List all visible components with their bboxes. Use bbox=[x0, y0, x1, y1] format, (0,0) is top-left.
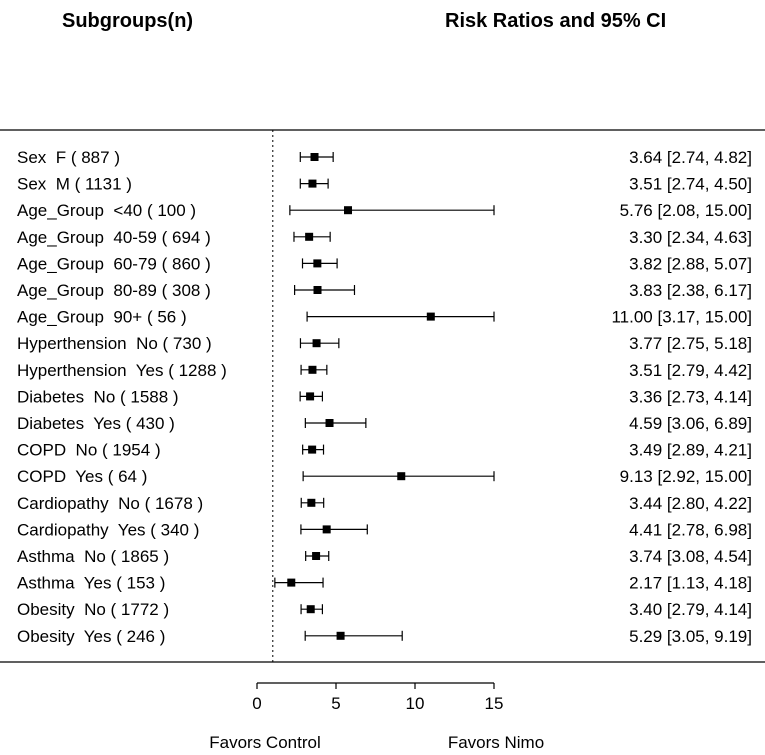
subgroup-label: Hyperthension No ( 730 ) bbox=[17, 334, 212, 353]
forest-row: Cardiopathy No ( 1678 ) 3.44 [2.80, 4.22] bbox=[17, 494, 752, 513]
point-estimate bbox=[325, 419, 334, 427]
estimate-text: 5.29 [3.05, 9.19] bbox=[629, 627, 752, 646]
subgroup-label: Asthma Yes ( 153 ) bbox=[17, 574, 165, 593]
subgroup-label: Obesity No ( 1772 ) bbox=[17, 600, 169, 619]
forest-row: COPD No ( 1954 ) 3.49 [2.89, 4.21] bbox=[17, 441, 752, 460]
forest-row: Diabetes No ( 1588 ) 3.36 [2.73, 4.14] bbox=[17, 387, 752, 406]
forest-row: Age_Group 90+ ( 56 ) 11.00 [3.17, 15.00] bbox=[17, 308, 752, 327]
estimate-text: 3.64 [2.74, 4.82] bbox=[629, 148, 752, 167]
point-estimate bbox=[306, 605, 315, 614]
x-tick-label: 10 bbox=[406, 694, 425, 713]
estimate-text: 4.41 [2.78, 6.98] bbox=[629, 520, 752, 539]
forest-row: Diabetes Yes ( 430 ) 4.59 [3.06, 6.89] bbox=[17, 414, 752, 433]
subgroup-label: Diabetes Yes ( 430 ) bbox=[17, 414, 175, 433]
subgroup-label: Diabetes No ( 1588 ) bbox=[17, 387, 179, 406]
estimate-text: 3.36 [2.73, 4.14] bbox=[629, 387, 752, 406]
forest-row: Age_Group <40 ( 100 ) 5.76 [2.08, 15.00] bbox=[17, 201, 752, 220]
x-tick-label: 0 bbox=[252, 694, 261, 713]
forest-row: Obesity Yes ( 246 ) 5.29 [3.05, 9.19] bbox=[17, 627, 752, 646]
point-estimate bbox=[313, 286, 322, 294]
estimate-text: 3.82 [2.88, 5.07] bbox=[629, 254, 752, 273]
subgroup-label: Age_Group 60-79 ( 860 ) bbox=[17, 254, 211, 273]
subgroup-label: Age_Group 40-59 ( 694 ) bbox=[17, 228, 211, 247]
estimate-text: 3.40 [2.79, 4.14] bbox=[629, 600, 752, 619]
forest-row: Asthma No ( 1865 ) 3.74 [3.08, 4.54] bbox=[17, 547, 752, 566]
risk-ratio-header: Risk Ratios and 95% CI bbox=[445, 10, 666, 32]
forest-row: Age_Group 40-59 ( 694 ) 3.30 [2.34, 4.63] bbox=[17, 228, 752, 247]
point-estimate bbox=[287, 578, 296, 587]
point-estimate bbox=[312, 552, 321, 560]
subgroup-label: Sex F ( 887 ) bbox=[17, 148, 120, 167]
subgroup-label: Cardiopathy Yes ( 340 ) bbox=[17, 520, 199, 539]
x-tick-label: 15 bbox=[485, 694, 504, 713]
point-estimate bbox=[344, 206, 353, 215]
point-estimate bbox=[426, 312, 435, 321]
x-tick-label: 5 bbox=[331, 694, 340, 713]
subgroup-label: Age_Group <40 ( 100 ) bbox=[17, 201, 196, 220]
estimate-text: 3.83 [2.38, 6.17] bbox=[629, 281, 752, 300]
forest-row: Age_Group 60-79 ( 860 ) 3.82 [2.88, 5.07] bbox=[17, 254, 752, 273]
point-estimate bbox=[307, 498, 316, 507]
estimate-text: 3.51 [2.74, 4.50] bbox=[629, 175, 752, 194]
subgroup-label: COPD No ( 1954 ) bbox=[17, 441, 161, 460]
estimate-text: 11.00 [3.17, 15.00] bbox=[611, 308, 752, 327]
forest-row: COPD Yes ( 64 ) 9.13 [2.92, 15.00] bbox=[17, 467, 752, 486]
subgroup-label: Age_Group 80-89 ( 308 ) bbox=[17, 281, 211, 300]
subgroups-header: Subgroups(n) bbox=[62, 10, 193, 32]
point-estimate bbox=[305, 232, 314, 241]
forest-row: Sex F ( 887 ) 3.64 [2.74, 4.82] bbox=[17, 148, 752, 167]
rows-layer: Sex F ( 887 ) 3.64 [2.74, 4.82] Sex M ( 11… bbox=[17, 148, 752, 646]
subgroup-label: COPD Yes ( 64 ) bbox=[17, 467, 147, 486]
subgroup-label: Hyperthension Yes ( 1288 ) bbox=[17, 361, 227, 380]
point-estimate bbox=[313, 259, 322, 268]
forest-row: Asthma Yes ( 153 ) 2.17 [1.13, 4.18] bbox=[17, 574, 752, 593]
forest-row: Hyperthension Yes ( 1288 ) 3.51 [2.79, 4.… bbox=[17, 361, 752, 380]
subgroup-label: Sex M ( 1131 ) bbox=[17, 175, 132, 194]
subgroup-label: Asthma No ( 1865 ) bbox=[17, 547, 169, 566]
estimate-text: 3.30 [2.34, 4.63] bbox=[629, 228, 752, 247]
estimate-text: 3.74 [3.08, 4.54] bbox=[629, 547, 752, 566]
point-estimate bbox=[306, 392, 315, 401]
estimate-text: 3.51 [2.79, 4.42] bbox=[629, 361, 752, 380]
subgroup-label: Age_Group 90+ ( 56 ) bbox=[17, 308, 187, 327]
estimate-text: 3.49 [2.89, 4.21] bbox=[629, 441, 752, 460]
point-estimate bbox=[397, 472, 406, 481]
forest-row: Cardiopathy Yes ( 340 ) 4.41 [2.78, 6.98] bbox=[17, 520, 752, 539]
estimate-text: 2.17 [1.13, 4.18] bbox=[629, 574, 752, 593]
forest-row: Obesity No ( 1772 ) 3.40 [2.79, 4.14] bbox=[17, 600, 752, 619]
subgroup-label: Obesity Yes ( 246 ) bbox=[17, 627, 165, 646]
forest-row: Age_Group 80-89 ( 308 ) 3.83 [2.38, 6.17] bbox=[17, 281, 752, 300]
estimate-text: 9.13 [2.92, 15.00] bbox=[620, 467, 752, 486]
point-estimate bbox=[322, 525, 331, 534]
estimate-text: 4.59 [3.06, 6.89] bbox=[629, 414, 752, 433]
subgroup-label: Cardiopathy No ( 1678 ) bbox=[17, 494, 203, 513]
point-estimate bbox=[312, 339, 321, 348]
point-estimate bbox=[308, 445, 317, 454]
estimate-text: 3.44 [2.80, 4.22] bbox=[629, 494, 752, 513]
x-axis: 0 5 10 15 bbox=[252, 682, 504, 713]
favors-control-label: Favors Control bbox=[209, 733, 320, 752]
point-estimate bbox=[308, 179, 317, 188]
forest-row: Hyperthension No ( 730 ) 3.77 [2.75, 5.18… bbox=[17, 334, 752, 353]
point-estimate bbox=[310, 153, 319, 161]
favors-nimo-label: Favors Nimo bbox=[448, 733, 544, 752]
estimate-text: 5.76 [2.08, 15.00] bbox=[620, 201, 752, 220]
point-estimate bbox=[308, 365, 317, 374]
forest-row: Sex M ( 1131 ) 3.51 [2.74, 4.50] bbox=[17, 175, 752, 194]
point-estimate bbox=[336, 631, 345, 640]
estimate-text: 3.77 [2.75, 5.18] bbox=[629, 334, 752, 353]
